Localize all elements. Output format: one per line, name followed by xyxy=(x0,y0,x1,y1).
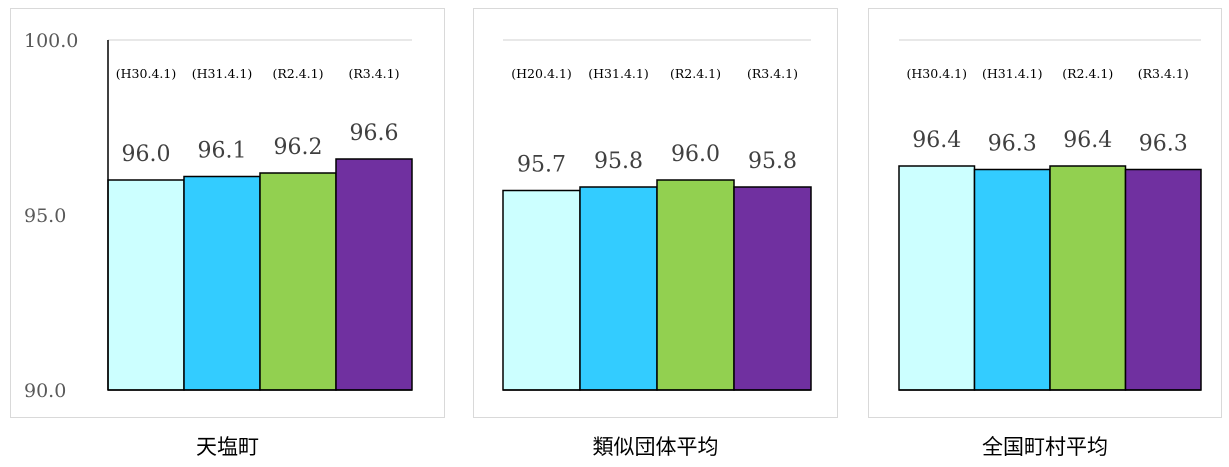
bar-3 xyxy=(656,179,735,391)
bar-4 xyxy=(335,158,413,391)
category-label: (R2.4.1) xyxy=(1062,66,1113,81)
category-label: (R3.4.1) xyxy=(1138,66,1189,81)
bar-1 xyxy=(107,179,185,391)
category-label: (H30.4.1) xyxy=(116,66,176,81)
category-label: (R2.4.1) xyxy=(670,66,721,81)
bar-4 xyxy=(733,186,812,391)
chart-panel-teshio: (H30.4.1) 96.0 (H31.4.1) 96.1 (R2.4.1) 96.2 (R… xyxy=(10,8,445,418)
chart-national-average: (H30.4.1) 96.4 (H31.4.1) 96.3 (R2.4.1) 96.4 (R… xyxy=(898,39,1202,391)
bar-4 xyxy=(1124,168,1202,391)
bar-2 xyxy=(183,175,261,391)
caption-similar-average: 類似団体平均 xyxy=(592,435,719,459)
value-label: 96.1 xyxy=(198,139,247,164)
caption-teshio: 天塩町 xyxy=(196,435,259,459)
value-label: 95.8 xyxy=(594,149,643,174)
value-label: 95.8 xyxy=(748,149,797,174)
category-label: (H20.4.1) xyxy=(511,66,571,81)
value-label: 95.7 xyxy=(517,153,566,178)
value-label: 96.2 xyxy=(274,135,323,160)
category-label: (H31.4.1) xyxy=(588,66,648,81)
category-label: (H30.4.1) xyxy=(907,66,967,81)
y-tick-label: 90.0 xyxy=(24,380,66,402)
value-label: 96.0 xyxy=(671,142,720,167)
category-label: (H31.4.1) xyxy=(982,66,1042,81)
chart-similar-average: (H20.4.1) 95.7 (H31.4.1) 95.8 (R2.4.1) 96.0 (R… xyxy=(502,39,812,391)
category-label: (R2.4.1) xyxy=(273,66,324,81)
value-label: 96.4 xyxy=(912,128,961,153)
bar-2 xyxy=(973,168,1051,391)
value-label: 96.6 xyxy=(350,121,399,146)
caption-national-average: 全国町村平均 xyxy=(982,435,1108,459)
chart-teshio: (H30.4.1) 96.0 (H31.4.1) 96.1 (R2.4.1) 96.2 (R… xyxy=(24,30,413,402)
bar-3 xyxy=(259,172,337,391)
category-label: (H31.4.1) xyxy=(192,66,252,81)
bar-1 xyxy=(502,189,581,391)
y-tick-label: 100.0 xyxy=(24,30,78,52)
y-tick-label: 95.0 xyxy=(24,205,66,227)
value-label: 96.3 xyxy=(1139,132,1188,157)
bar-3 xyxy=(1049,165,1127,391)
chart-panel-national-average: (H30.4.1) 96.4 (H31.4.1) 96.3 (R2.4.1) 96.4 (R… xyxy=(868,8,1222,418)
bar-2 xyxy=(579,186,658,391)
bar-1 xyxy=(898,165,976,391)
category-label: (R3.4.1) xyxy=(747,66,798,81)
chart-panel-similar-average: (H20.4.1) 95.7 (H31.4.1) 95.8 (R2.4.1) 96.0 (R… xyxy=(473,8,838,418)
value-label: 96.3 xyxy=(988,132,1037,157)
value-label: 96.0 xyxy=(122,142,171,167)
category-label: (R3.4.1) xyxy=(349,66,400,81)
value-label: 96.4 xyxy=(1063,128,1112,153)
